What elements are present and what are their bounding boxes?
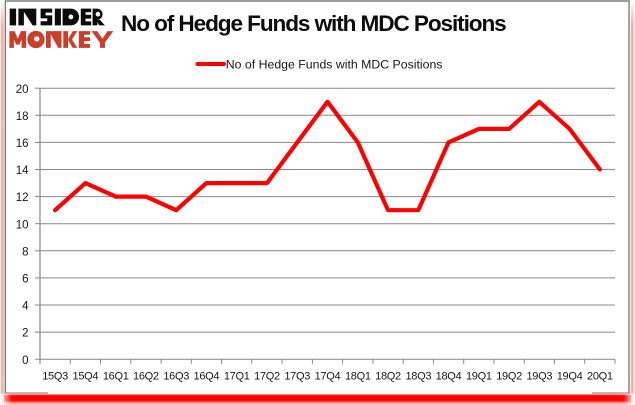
svg-text:20Q1: 20Q1 [587,371,613,383]
svg-text:19Q2: 19Q2 [496,371,522,383]
svg-text:2: 2 [22,328,28,340]
svg-text:No of Hedge Funds with MDC Pos: No of Hedge Funds with MDC Positions [226,57,443,71]
svg-text:19Q4: 19Q4 [557,371,583,383]
svg-text:18Q1: 18Q1 [345,371,371,383]
svg-text:15Q3: 15Q3 [42,371,68,383]
svg-text:0: 0 [22,355,28,367]
svg-text:17Q4: 17Q4 [315,371,341,383]
svg-text:14: 14 [16,165,29,177]
svg-text:8: 8 [22,246,28,258]
svg-text:18: 18 [16,111,29,123]
svg-text:18Q4: 18Q4 [436,371,462,383]
svg-text:19Q3: 19Q3 [526,371,552,383]
svg-text:No of Hedge Funds with MDC Pos: No of Hedge Funds with MDC Positions [121,11,506,36]
svg-text:15Q4: 15Q4 [73,371,99,383]
svg-text:16Q1: 16Q1 [103,371,129,383]
svg-text:19Q1: 19Q1 [466,371,492,383]
svg-text:6: 6 [22,274,28,286]
svg-text:4: 4 [22,301,29,313]
svg-text:12: 12 [16,192,29,204]
svg-text:17Q2: 17Q2 [254,371,280,383]
svg-text:18Q3: 18Q3 [405,371,431,383]
svg-text:16Q3: 16Q3 [163,371,189,383]
svg-text:16: 16 [16,138,29,150]
svg-text:17Q3: 17Q3 [284,371,310,383]
svg-text:16Q4: 16Q4 [194,371,220,383]
svg-text:17Q1: 17Q1 [224,371,250,383]
svg-text:18Q2: 18Q2 [375,371,401,383]
svg-text:16Q2: 16Q2 [133,371,159,383]
svg-text:20: 20 [16,84,29,96]
svg-text:10: 10 [16,219,29,231]
